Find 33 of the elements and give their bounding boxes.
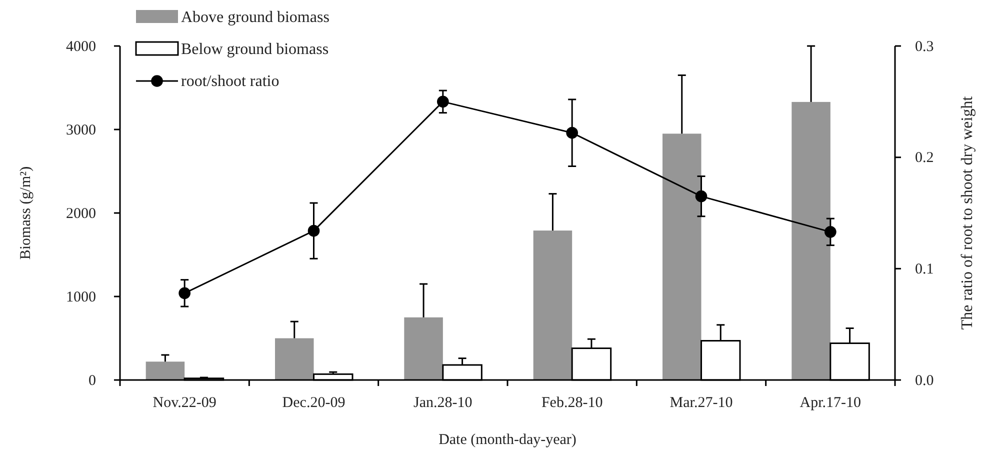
legend-label: Above ground biomass: [181, 9, 330, 26]
point: [308, 224, 320, 237]
point: [566, 126, 578, 139]
y-tick-label: 0: [88, 372, 96, 389]
y2-tick-label: 0.3: [915, 38, 934, 55]
y-tick-label: 4000: [66, 38, 96, 55]
point: [695, 190, 708, 202]
x-tick-label: Mar.27-10: [670, 395, 733, 411]
bar: [404, 317, 443, 380]
legend-label: root/shoot ratio: [181, 73, 280, 90]
x-tick-label: Jan.28-10: [414, 395, 472, 411]
x-tick-label: Feb.28-10: [541, 395, 603, 411]
x-axis-title: Date (month-day-year): [438, 432, 576, 448]
y2-tick-label: 0.2: [915, 150, 934, 166]
point: [437, 96, 449, 108]
x-tick-label: Dec.20-09: [282, 395, 346, 411]
y2-tick-label: 0.0: [915, 372, 934, 389]
y-axis-title: Biomass (g/m²): [18, 166, 34, 260]
x-tick-label: Apr.17-10: [800, 395, 862, 411]
y-tick-label: 1000: [66, 289, 96, 306]
y2-tick-label: 0.1: [915, 261, 934, 278]
bar: [792, 102, 830, 380]
legend-label: Below ground biomass: [181, 41, 329, 58]
bar: [275, 338, 314, 380]
bar: [533, 230, 572, 380]
y-tick-label: 2000: [66, 206, 96, 222]
bar: [146, 362, 185, 380]
y2-axis-title: The ratio of root to shoot dry weight: [959, 96, 976, 330]
x-tick-label: Nov.22-09: [152, 395, 216, 411]
bar: [662, 134, 702, 380]
y-tick-label: 3000: [66, 122, 96, 138]
point: [824, 226, 836, 238]
point: [178, 287, 190, 300]
